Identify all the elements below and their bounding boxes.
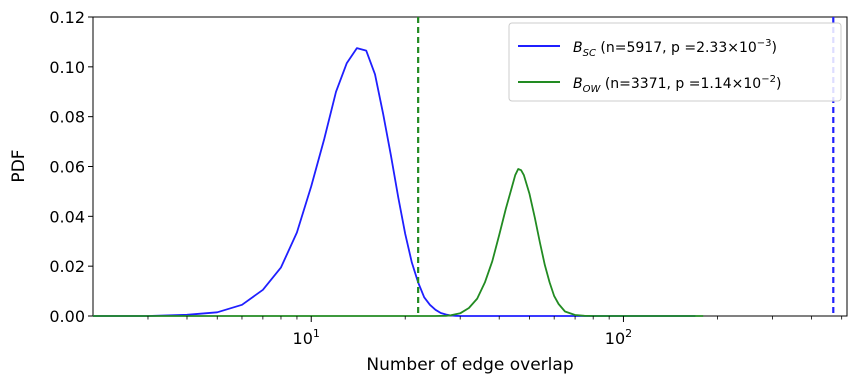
y-axis-ticks: 0.00 0.02 0.04 0.06 0.08 0.10 0.12 — [49, 8, 93, 326]
legend-frame — [508, 22, 842, 102]
legend-symbol-bow: B — [573, 76, 583, 92]
chart-marks — [93, 17, 835, 317]
legend-symbol-bsc: B — [573, 40, 583, 56]
legend-text-bow: (n=3371, p =1.14×10 — [600, 76, 761, 92]
y-tick-label: 0.02 — [49, 257, 85, 276]
legend-close-bow: ) — [776, 76, 781, 92]
series-line-bsc — [93, 47, 696, 317]
y-tick-label: 0.00 — [49, 307, 85, 326]
legend-label-bow: BOW (n=3371, p =1.14×10−2) — [573, 74, 781, 95]
y-tick-label: 0.12 — [49, 8, 85, 27]
x-axis-label: Number of edge overlap — [366, 355, 573, 375]
legend-text-bsc: (n=5917, p =2.33×10 — [596, 40, 757, 56]
legend-exponent-bsc: −3 — [757, 38, 772, 49]
legend-label-bsc: BSC (n=5917, p =2.33×10−3) — [573, 38, 777, 59]
legend-close-bsc: ) — [772, 40, 777, 56]
y-tick-label: 0.10 — [49, 58, 85, 77]
series-line-bow — [93, 168, 704, 317]
y-tick-label: 0.08 — [49, 108, 85, 127]
legend-entry-bsc: BSC (n=5917, p =2.33×10−3) — [518, 38, 777, 59]
y-axis-label: PDF — [9, 149, 29, 182]
x-tick-label: 102 — [605, 327, 632, 348]
y-tick-label: 0.06 — [49, 158, 85, 177]
legend-entry-bow: BOW (n=3371, p =1.14×10−2) — [518, 74, 781, 95]
y-tick-label: 0.04 — [49, 207, 85, 226]
legend-subscript-bow: OW — [583, 84, 602, 95]
x-tick-label: 101 — [293, 327, 320, 348]
legend-subscript-bsc: SC — [583, 48, 596, 59]
x-axis-ticks: 101 102 — [147, 316, 843, 348]
legend-exponent-bow: −2 — [761, 74, 776, 85]
legend: BSC (n=5917, p =2.33×10−3) BOW (n=3371, … — [508, 22, 842, 102]
